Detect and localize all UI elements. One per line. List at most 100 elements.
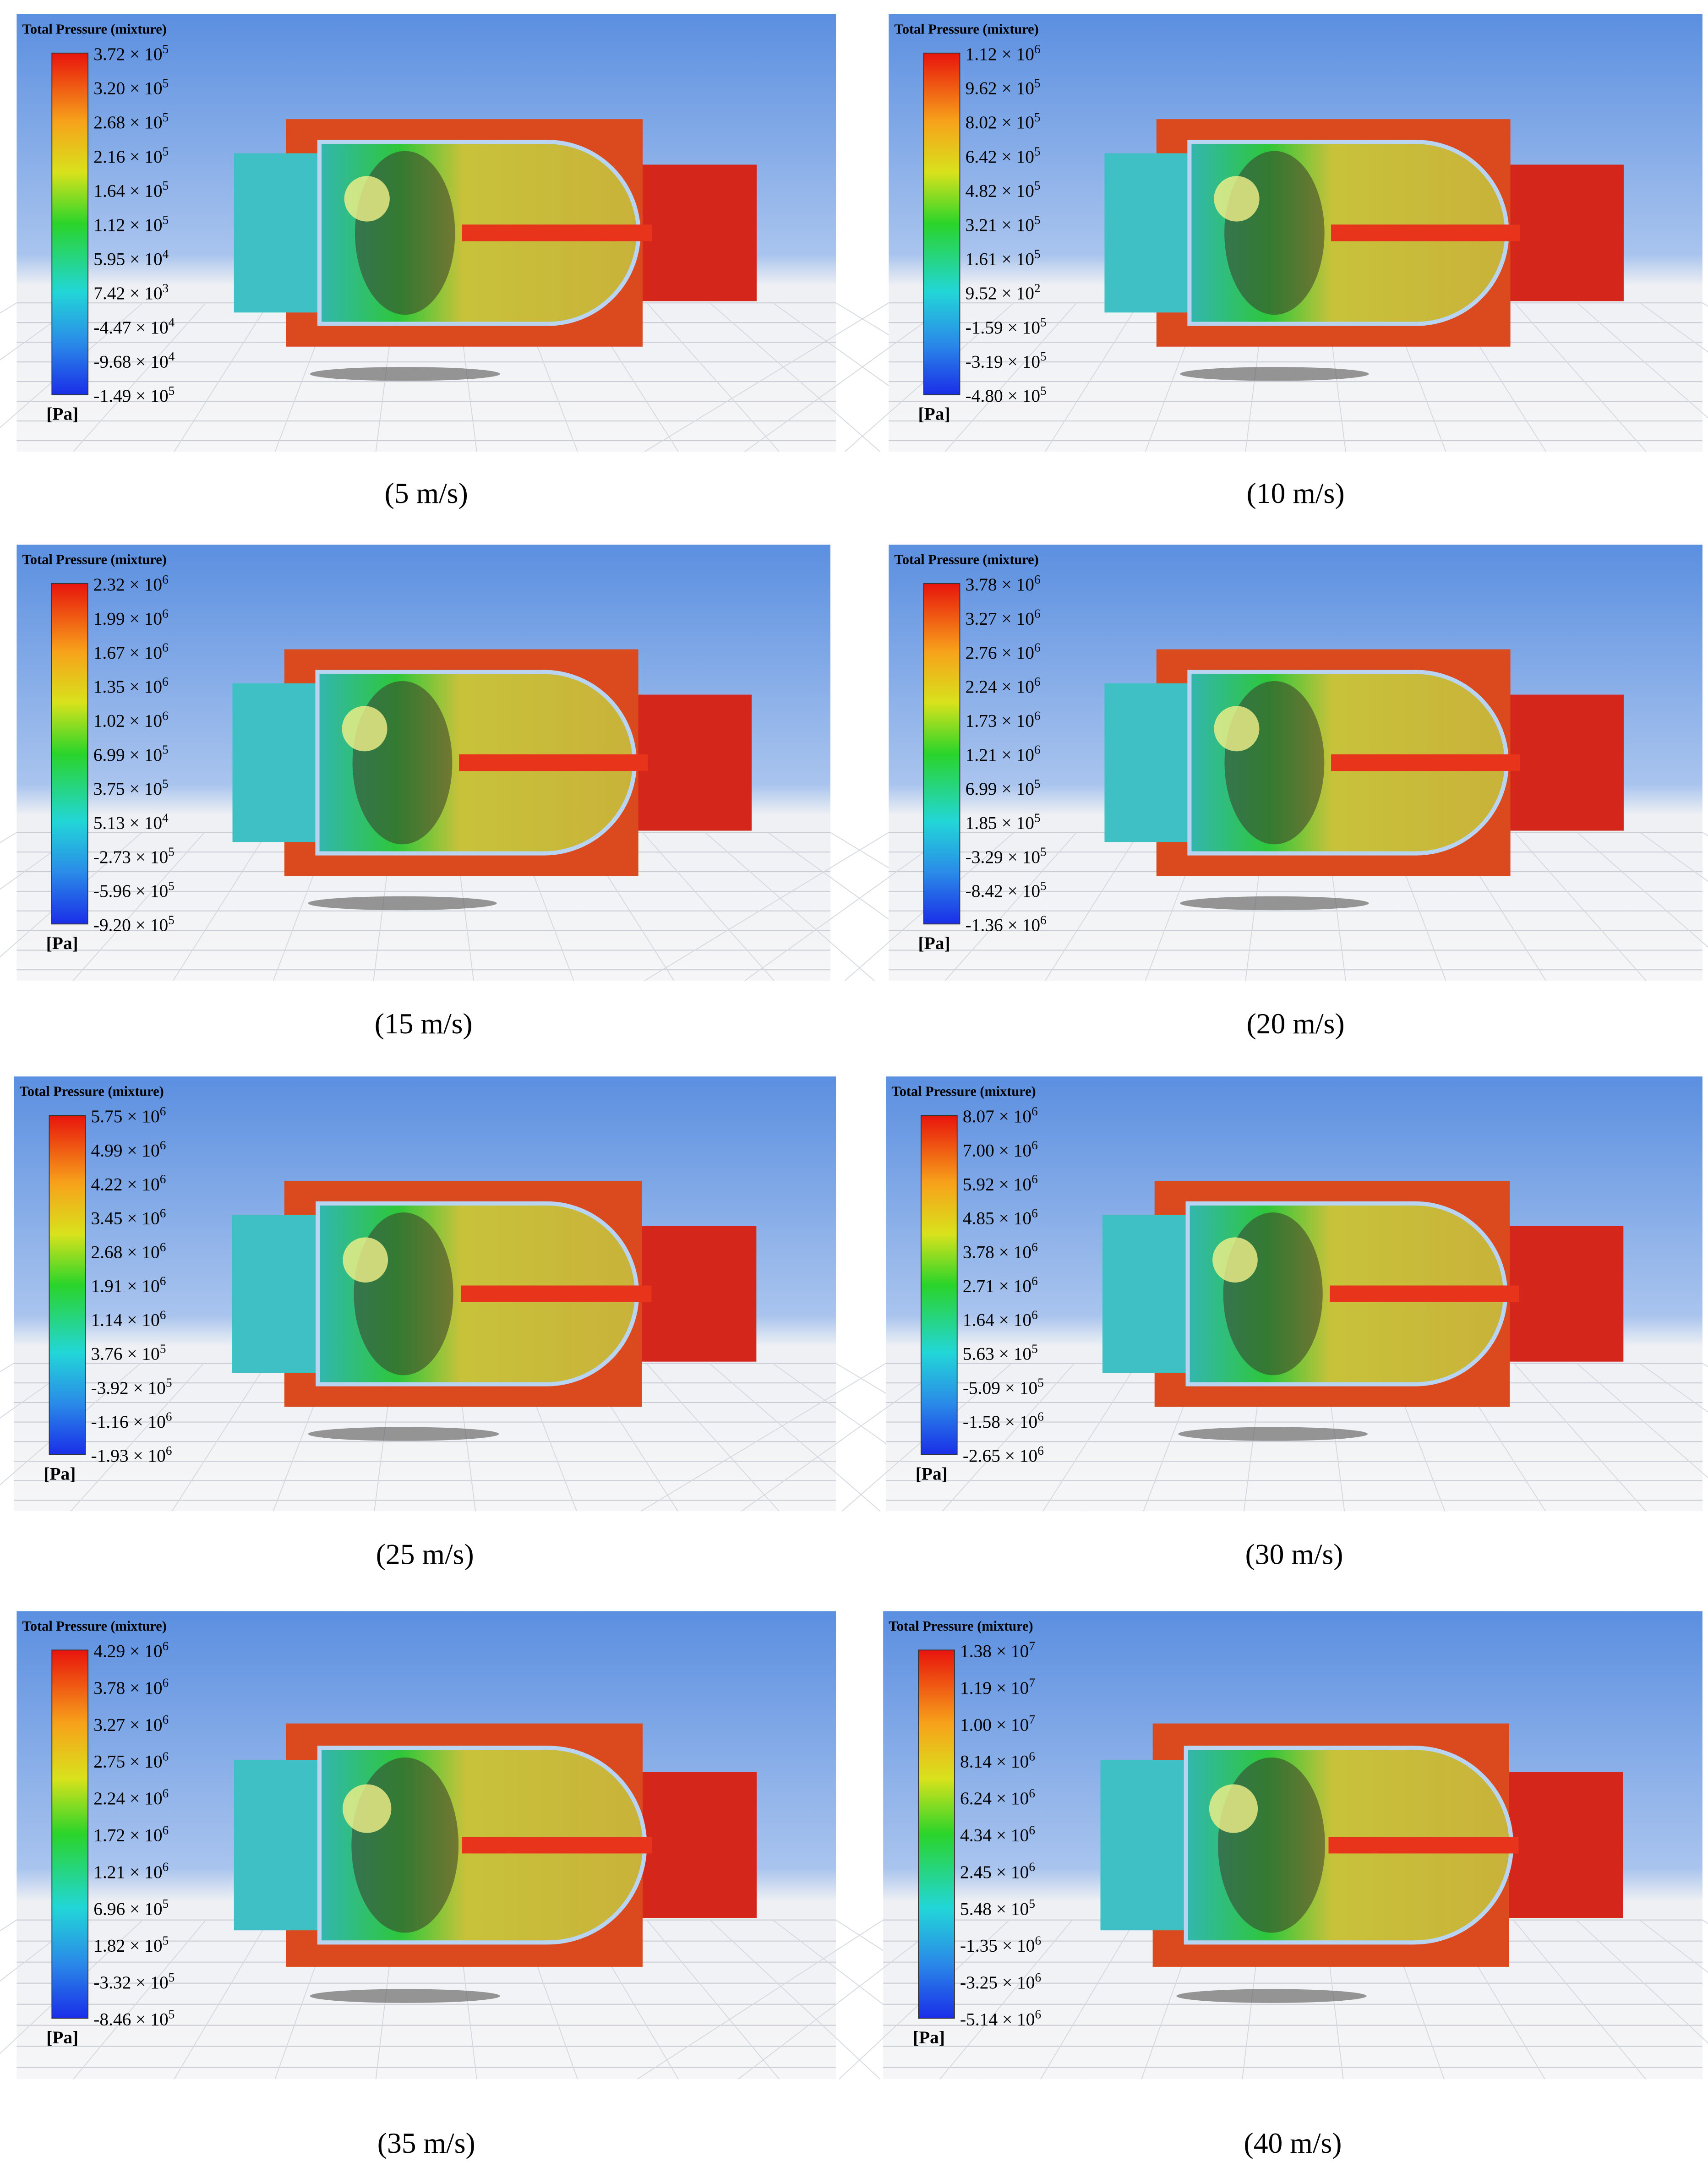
caption: (5 m/s)	[385, 477, 468, 509]
tick-exponent: 5	[163, 145, 169, 158]
outlet	[1499, 1772, 1623, 1918]
outlet	[633, 164, 757, 301]
floor-line	[644, 832, 889, 981]
unit-label: [Pa]	[46, 933, 78, 953]
colorbar-tick-label: 3.45 × 106	[91, 1206, 166, 1228]
tick-exponent: 5	[1040, 316, 1047, 329]
colorbar-tick-label: 1.85 × 105	[966, 811, 1041, 833]
tick-mantissa: -3.92 × 10	[91, 1378, 165, 1398]
floor-line	[646, 302, 780, 452]
tick-mantissa: 6.99 × 10	[966, 779, 1034, 799]
colorbar-tick-label: 2.76 × 106	[966, 641, 1041, 663]
unit-label: [Pa]	[46, 2027, 78, 2047]
tick-exponent: 6	[163, 1713, 169, 1726]
floor-line	[0, 832, 17, 843]
outlet	[1500, 1226, 1624, 1362]
colorbar-tick-label: 8.02 × 105	[966, 110, 1041, 132]
unit-label: [Pa]	[918, 404, 950, 424]
tick-mantissa: 2.24 × 10	[966, 677, 1034, 697]
legend-title: Total Pressure (mixture)	[22, 21, 167, 37]
inlet	[234, 1760, 320, 1931]
tick-mantissa: 2.68 × 10	[91, 1242, 159, 1262]
hotspot	[1212, 1237, 1258, 1283]
colorbar-tick-label: 1.82 × 105	[93, 1933, 169, 1955]
unit-label: [Pa]	[918, 933, 950, 953]
shadow	[1176, 1989, 1367, 2003]
tick-mantissa: -5.09 × 10	[963, 1378, 1037, 1398]
inlet	[232, 1214, 318, 1373]
outlet	[632, 1226, 757, 1362]
tick-mantissa: -1.49 × 10	[93, 386, 168, 406]
outlet	[1501, 694, 1624, 831]
unit-label: [Pa]	[46, 404, 78, 424]
tick-exponent: 6	[166, 1444, 172, 1457]
outlet	[629, 694, 752, 831]
floor-line	[0, 1919, 17, 1932]
colorbar-tick-label: 3.72 × 105	[93, 42, 169, 64]
floor-line	[1042, 1363, 1138, 1512]
colorbar-tick-label: 3.21 × 105	[966, 213, 1041, 235]
colorbar-tick-label: 2.16 × 105	[93, 145, 169, 167]
jet	[1330, 1285, 1519, 1302]
floor-line	[1702, 1363, 1708, 1367]
tick-exponent: 6	[160, 1274, 166, 1288]
floor-line	[0, 1920, 80, 1981]
tick-mantissa: -3.25 × 10	[960, 1972, 1035, 1992]
colorbar-tick-label: 1.64 × 106	[963, 1308, 1038, 1330]
floor-line	[1040, 1920, 1136, 2080]
tick-exponent: 5	[163, 76, 169, 90]
tick-mantissa: 8.07 × 10	[963, 1106, 1031, 1126]
floor-line	[744, 302, 952, 452]
tick-mantissa: -4.80 × 10	[966, 386, 1040, 406]
floor-line	[0, 832, 80, 890]
tick-mantissa: 4.22 × 10	[91, 1174, 159, 1194]
colorbar-tick-label: 1.21 × 106	[966, 743, 1041, 765]
inlet	[1104, 153, 1190, 313]
colorbar	[918, 1649, 955, 2019]
colorbar-tick-label: 1.12 × 105	[93, 213, 169, 235]
shadow	[310, 1989, 500, 2003]
tick-mantissa: 1.64 × 10	[963, 1310, 1031, 1330]
tick-mantissa: -1.59 × 10	[966, 317, 1040, 338]
floor-line	[709, 302, 881, 452]
tick-mantissa: 2.24 × 10	[93, 1788, 162, 1808]
tick-exponent: 5	[163, 1933, 169, 1947]
tick-mantissa: -5.14 × 10	[960, 2009, 1035, 2029]
tick-exponent: 6	[1034, 641, 1041, 655]
tick-exponent: 6	[162, 709, 169, 722]
tick-mantissa: 2.45 × 10	[960, 1862, 1029, 1882]
tick-mantissa: 3.27 × 10	[93, 1714, 162, 1735]
floor-line	[1702, 302, 1708, 307]
tick-mantissa: 3.21 × 10	[966, 215, 1034, 235]
tick-mantissa: 1.00 × 10	[960, 1714, 1029, 1735]
floor-line	[1639, 1920, 1708, 1973]
tick-exponent: 3	[163, 281, 169, 295]
tick-exponent: 6	[1035, 1933, 1041, 1947]
floor-line	[1577, 832, 1708, 948]
sphere	[1224, 681, 1325, 845]
colorbar-tick-label: 4.34 × 106	[960, 1823, 1035, 1845]
jet	[460, 1285, 652, 1302]
tick-mantissa: 5.13 × 10	[93, 813, 162, 833]
tick-mantissa: 1.64 × 10	[93, 180, 162, 201]
caption: (30 m/s)	[1245, 1538, 1343, 1570]
tick-mantissa: -9.20 × 10	[93, 915, 168, 935]
tick-mantissa: 1.14 × 10	[91, 1310, 159, 1330]
tick-mantissa: 6.99 × 10	[93, 745, 162, 765]
shadow	[1178, 1427, 1368, 1441]
tick-exponent: 5	[169, 384, 175, 398]
inlet	[234, 153, 320, 313]
shadow	[310, 367, 500, 381]
tick-mantissa: 2.76 × 10	[966, 643, 1034, 663]
floor-line	[0, 302, 17, 314]
colorbar-tick-label: 2.45 × 106	[960, 1860, 1035, 1882]
unit-label: [Pa]	[44, 1463, 76, 1484]
tick-exponent: 6	[1031, 1308, 1038, 1322]
shadow	[1180, 367, 1369, 381]
colorbar-tick-label: 3.78 × 106	[93, 1676, 169, 1698]
